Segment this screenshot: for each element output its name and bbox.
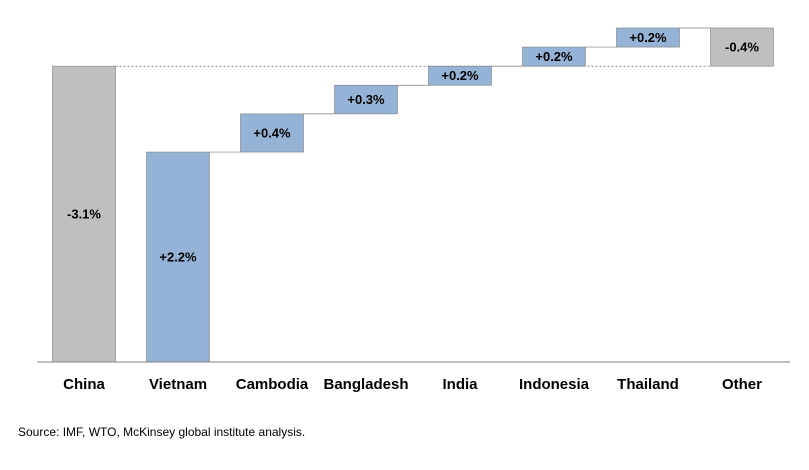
x-tick-label: Indonesia	[519, 376, 590, 393]
x-tick-label: Cambodia	[236, 376, 309, 393]
value-label: -3.1%	[67, 207, 101, 222]
x-tick-label: Thailand	[617, 376, 679, 393]
x-tick-label: Vietnam	[149, 376, 207, 393]
bar	[52, 65, 116, 363]
value-label: +0.4%	[253, 125, 291, 140]
bar	[522, 46, 586, 67]
x-tick-label: Other	[722, 376, 762, 393]
value-label: +2.2%	[159, 249, 197, 264]
x-tick-label: India	[442, 376, 478, 393]
x-tick-label: Bangladesh	[323, 376, 408, 393]
value-label: +0.3%	[347, 92, 385, 107]
value-label: -0.4%	[725, 40, 759, 55]
value-label: +0.2%	[441, 68, 479, 83]
value-label: +0.2%	[535, 49, 573, 64]
bar	[240, 113, 304, 153]
bar	[616, 27, 680, 48]
x-tick-label: China	[63, 376, 105, 393]
bar	[334, 84, 398, 115]
bar	[146, 151, 210, 363]
value-label: +0.2%	[629, 30, 667, 45]
source-note: Source: IMF, WTO, McKinsey global instit…	[18, 425, 305, 439]
bar	[710, 27, 774, 67]
